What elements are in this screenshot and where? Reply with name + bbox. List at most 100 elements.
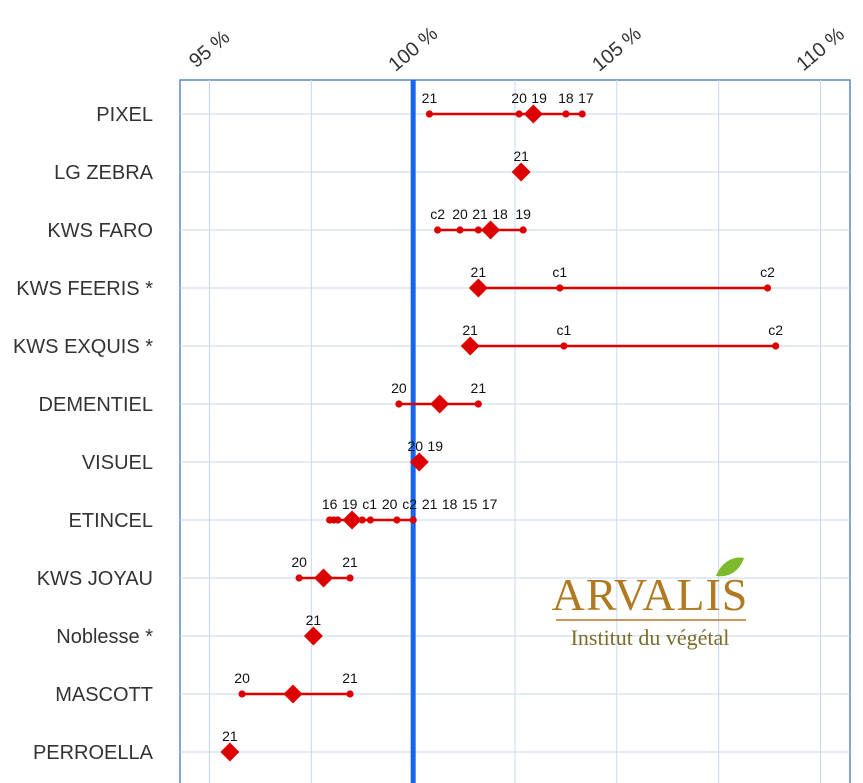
year-point [358, 516, 366, 524]
year-label: 21 [422, 90, 438, 106]
year-label: c2 [402, 496, 417, 512]
variety-name: MASCOTT [55, 684, 153, 706]
variety-row: Noblesse * 21 [56, 612, 323, 648]
year-point [395, 400, 403, 408]
year-point [763, 284, 772, 292]
year-point [560, 342, 568, 350]
variety-name: LG ZEBRA [54, 162, 154, 184]
leaf-icon [716, 557, 744, 577]
year-point [772, 342, 780, 350]
variety-name: Noblesse * [56, 626, 153, 648]
year-label: c2 [760, 264, 775, 280]
year-point [434, 226, 442, 234]
variety-row: PIXEL 21 20 19 18 17 [96, 90, 594, 126]
mean-diamond [430, 394, 450, 414]
year-label: 16 [322, 496, 338, 512]
year-point [366, 516, 374, 524]
mean-diamond [460, 336, 480, 356]
year-point [346, 690, 354, 698]
year-point [334, 516, 342, 524]
variety-name: DEMENTIEL [39, 394, 153, 416]
grid-layer [179, 79, 851, 783]
year-label: 20 [382, 496, 398, 512]
year-point [515, 110, 523, 118]
variety-row: ETINCEL 16 19 c1 20 c2 21 18 15 17 [69, 496, 498, 532]
year-label: 17 [578, 90, 594, 106]
mean-diamond [283, 684, 303, 704]
year-label: 20 [511, 90, 527, 106]
logo-subtitle: Institut du végétal [571, 625, 730, 650]
variety-row: KWS FARO c2 20 21 18 19 [47, 206, 531, 242]
year-point [456, 226, 464, 234]
mean-diamond [511, 162, 531, 182]
mean-diamond [468, 278, 488, 298]
variety-row: KWS JOYAU 20 21 [37, 554, 358, 590]
year-point [474, 400, 482, 408]
variety-name: PERROELLA [33, 742, 154, 764]
year-point [238, 690, 246, 698]
mean-diamond [342, 510, 362, 530]
year-point [295, 574, 303, 582]
year-label: 19 [342, 496, 358, 512]
year-label: 20 [407, 438, 423, 454]
variety-name: KWS EXQUIS * [13, 336, 153, 358]
year-label: c1 [552, 264, 567, 280]
mean-diamond [303, 626, 323, 646]
year-label: 20 [391, 380, 407, 396]
variety-name: KWS FEERIS * [16, 278, 153, 300]
year-label: 20 [291, 554, 307, 570]
year-label: 21 [471, 380, 487, 396]
logo-name: ARVALIS [552, 569, 749, 620]
year-label: c2 [768, 322, 783, 338]
year-label: 19 [427, 438, 443, 454]
year-label: 21 [462, 322, 478, 338]
year-point [556, 284, 564, 292]
year-label: 19 [531, 90, 547, 106]
year-label: 17 [482, 496, 498, 512]
year-label: 21 [513, 148, 529, 164]
variety-name: VISUEL [82, 452, 153, 474]
mean-diamond [314, 568, 334, 588]
x-tick-label: 95 % [185, 26, 234, 72]
arvalis-logo: ARVALIS Institut du végétal [552, 557, 749, 650]
mean-diamond [409, 452, 429, 472]
year-label: 21 [472, 206, 488, 222]
variety-name: ETINCEL [69, 510, 153, 532]
year-point [578, 110, 586, 118]
variety-row: DEMENTIEL 20 21 [39, 380, 487, 416]
x-tick-label: 100 % [385, 23, 443, 76]
mean-diamond [523, 104, 543, 124]
variety-row: PERROELLA 21 [33, 728, 240, 764]
year-label: 20 [234, 670, 250, 686]
year-label: 18 [558, 90, 574, 106]
variety-row: KWS FEERIS * 21 c1 c2 [16, 264, 775, 300]
year-label: 19 [515, 206, 531, 222]
year-point [409, 516, 417, 524]
year-label: 18 [442, 496, 458, 512]
year-label: 21 [342, 554, 358, 570]
variety-name: KWS FARO [47, 220, 153, 242]
year-point [474, 226, 482, 234]
year-label: 21 [222, 728, 238, 744]
year-label: 21 [471, 264, 487, 280]
x-tick-label: 105 % [588, 23, 646, 76]
year-label: 21 [422, 496, 438, 512]
variety-row: LG ZEBRA 21 [54, 148, 531, 184]
year-label: 18 [492, 206, 508, 222]
year-label: 20 [452, 206, 468, 222]
mean-diamond [220, 742, 240, 762]
year-point [393, 516, 401, 524]
variety-name: KWS JOYAU [37, 568, 153, 590]
year-label: c1 [362, 496, 377, 512]
year-label: 15 [462, 496, 478, 512]
x-tick-label: 110 % [792, 23, 849, 75]
year-label: 21 [342, 670, 358, 686]
variety-row: KWS EXQUIS * 21 c1 c2 [13, 322, 783, 358]
year-point [562, 110, 570, 118]
variety-name: PIXEL [96, 104, 153, 126]
variety-row: MASCOTT 20 21 [55, 670, 358, 706]
year-label: 21 [306, 612, 322, 628]
year-label: c1 [556, 322, 571, 338]
year-point [519, 226, 527, 234]
